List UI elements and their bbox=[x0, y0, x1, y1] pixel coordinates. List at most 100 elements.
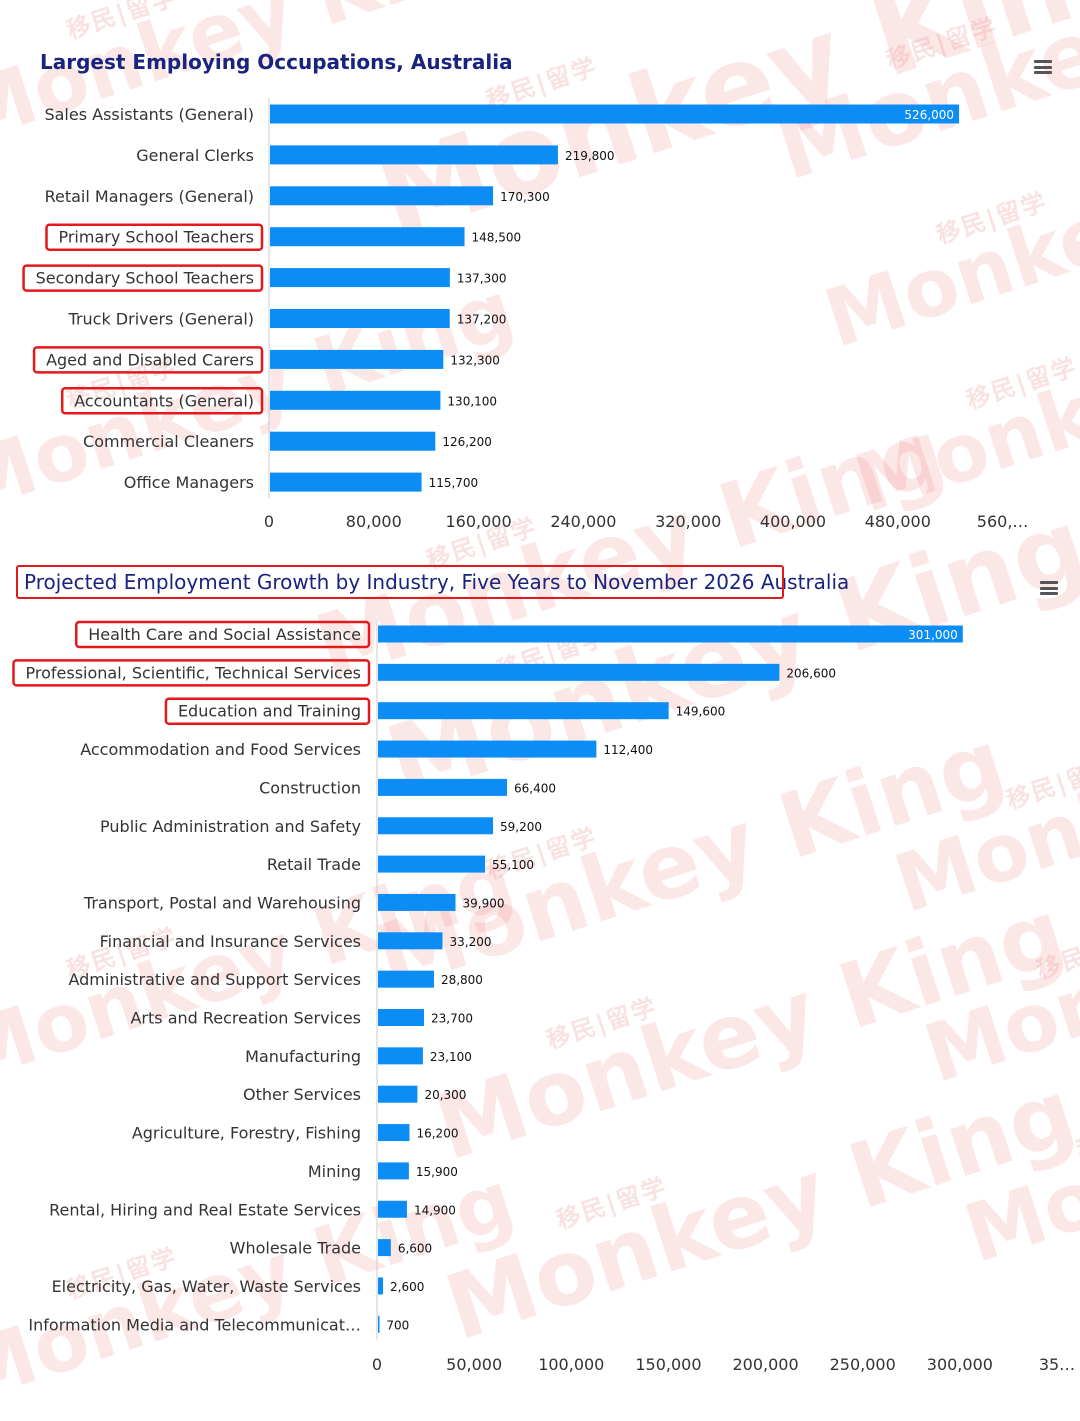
chart-title-suffix: Australia bbox=[754, 570, 850, 594]
bar[interactable] bbox=[270, 309, 450, 328]
value-label: 15,900 bbox=[416, 1165, 458, 1179]
highlight-box bbox=[164, 697, 371, 725]
x-tick-label: 240,000 bbox=[550, 512, 616, 531]
x-tick-label: 300,000 bbox=[927, 1355, 993, 1374]
value-label: 23,100 bbox=[430, 1050, 472, 1064]
category-label: Information Media and Telecommunicat… bbox=[28, 1315, 361, 1334]
category-label: Aged and Disabled Carers bbox=[46, 350, 254, 369]
bar[interactable] bbox=[270, 227, 465, 247]
category-label: Education and Training bbox=[178, 702, 361, 721]
x-tick-label: 100,000 bbox=[538, 1355, 604, 1374]
category-label: Office Managers bbox=[124, 473, 254, 492]
value-label: 20,300 bbox=[424, 1088, 466, 1102]
value-label: 2,600 bbox=[390, 1280, 424, 1294]
category-label: Construction bbox=[259, 778, 361, 797]
bar[interactable] bbox=[270, 349, 444, 369]
category-label: Manufacturing bbox=[245, 1047, 361, 1066]
bar[interactable] bbox=[378, 1162, 409, 1180]
category-label: Administrative and Support Services bbox=[68, 970, 361, 989]
bar[interactable] bbox=[378, 932, 443, 950]
category-label: Transport, Postal and Warehousing bbox=[83, 893, 361, 912]
bar[interactable] bbox=[378, 1047, 423, 1065]
value-label: 59,200 bbox=[500, 820, 542, 834]
bar[interactable] bbox=[378, 817, 494, 835]
chart-title-main: Projected Employment Growth by Industry,… bbox=[24, 570, 755, 594]
category-label: Rental, Hiring and Real Estate Services bbox=[49, 1200, 361, 1219]
x-tick-label: 150,000 bbox=[635, 1355, 701, 1374]
bar[interactable] bbox=[378, 778, 508, 796]
value-label: 148,500 bbox=[472, 231, 522, 245]
bar[interactable] bbox=[270, 431, 436, 451]
value-label: 130,100 bbox=[447, 394, 497, 408]
category-label: Public Administration and Safety bbox=[100, 817, 361, 836]
x-tick-label: 160,000 bbox=[446, 512, 512, 531]
category-label: Accommodation and Food Services bbox=[80, 740, 361, 759]
value-label: 700 bbox=[386, 1318, 409, 1332]
category-label: Primary School Teachers bbox=[58, 228, 254, 247]
bar[interactable] bbox=[270, 186, 494, 206]
category-label: Arts and Recreation Services bbox=[130, 1009, 361, 1028]
value-label: 28,800 bbox=[441, 973, 483, 987]
x-tick-label: 0 bbox=[264, 512, 274, 531]
category-label: Mining bbox=[308, 1162, 361, 1181]
bar[interactable] bbox=[270, 104, 960, 124]
bar[interactable] bbox=[270, 268, 450, 288]
bar[interactable] bbox=[378, 855, 486, 873]
category-label: Agriculture, Forestry, Fishing bbox=[132, 1124, 361, 1143]
category-label: Professional, Scientific, Technical Serv… bbox=[26, 663, 362, 682]
bar[interactable] bbox=[378, 1277, 384, 1295]
category-label: Truck Drivers (General) bbox=[68, 310, 254, 329]
bar[interactable] bbox=[378, 663, 780, 681]
bar[interactable] bbox=[378, 970, 434, 988]
value-label: 6,600 bbox=[398, 1242, 432, 1256]
category-label: General Clerks bbox=[136, 146, 254, 165]
bar[interactable] bbox=[270, 472, 422, 492]
value-label: 126,200 bbox=[442, 435, 492, 449]
x-tick-label: 480,000 bbox=[865, 512, 931, 531]
bar[interactable] bbox=[378, 702, 669, 720]
value-label: 33,200 bbox=[450, 935, 492, 949]
x-tick-label: 400,000 bbox=[760, 512, 826, 531]
value-label: 137,300 bbox=[457, 272, 507, 286]
bar[interactable] bbox=[378, 740, 597, 758]
category-label: Retail Managers (General) bbox=[45, 187, 254, 206]
bar[interactable] bbox=[378, 1085, 418, 1103]
x-tick-label: 35… bbox=[1039, 1355, 1075, 1374]
category-label: Commercial Cleaners bbox=[83, 432, 254, 451]
value-label: 206,600 bbox=[786, 666, 836, 680]
value-label: 219,800 bbox=[565, 149, 615, 163]
x-tick-label: 250,000 bbox=[830, 1355, 896, 1374]
bar[interactable] bbox=[378, 625, 963, 643]
bar[interactable] bbox=[378, 1239, 391, 1257]
chart-title: Projected Employment Growth by Industry,… bbox=[24, 570, 849, 594]
highlight-box bbox=[60, 387, 264, 415]
highlight-box bbox=[12, 659, 371, 687]
chart-occupations: Largest Employing Occupations, Australia… bbox=[0, 0, 1080, 545]
x-tick-label: 50,000 bbox=[446, 1355, 502, 1374]
chart-industry-growth: Projected Employment Growth by Industry,… bbox=[0, 545, 1080, 1398]
bar[interactable] bbox=[378, 1009, 425, 1026]
category-label: Financial and Insurance Services bbox=[100, 932, 361, 951]
highlight-box bbox=[45, 223, 264, 251]
category-label: Wholesale Trade bbox=[230, 1239, 361, 1258]
category-label: Retail Trade bbox=[267, 855, 361, 874]
category-label: Electricity, Gas, Water, Waste Services bbox=[52, 1277, 361, 1296]
x-tick-label: 200,000 bbox=[732, 1355, 798, 1374]
highlight-box bbox=[32, 346, 264, 374]
hamburger-menu-icon[interactable] bbox=[1040, 581, 1058, 595]
bar[interactable] bbox=[378, 1315, 380, 1333]
bar[interactable] bbox=[378, 893, 456, 911]
value-label: 16,200 bbox=[416, 1127, 458, 1141]
bar[interactable] bbox=[270, 145, 558, 165]
value-label: 112,400 bbox=[603, 743, 653, 757]
value-label: 39,900 bbox=[463, 896, 505, 910]
value-label: 170,300 bbox=[500, 190, 550, 204]
x-tick-label: 560,… bbox=[977, 512, 1029, 531]
value-label: 132,300 bbox=[450, 353, 500, 367]
category-label: Accountants (General) bbox=[74, 391, 254, 410]
hamburger-menu-icon[interactable] bbox=[1034, 60, 1052, 74]
bar[interactable] bbox=[378, 1124, 410, 1142]
bar[interactable] bbox=[378, 1200, 407, 1218]
bar[interactable] bbox=[270, 390, 441, 410]
value-label: 66,400 bbox=[514, 781, 556, 795]
